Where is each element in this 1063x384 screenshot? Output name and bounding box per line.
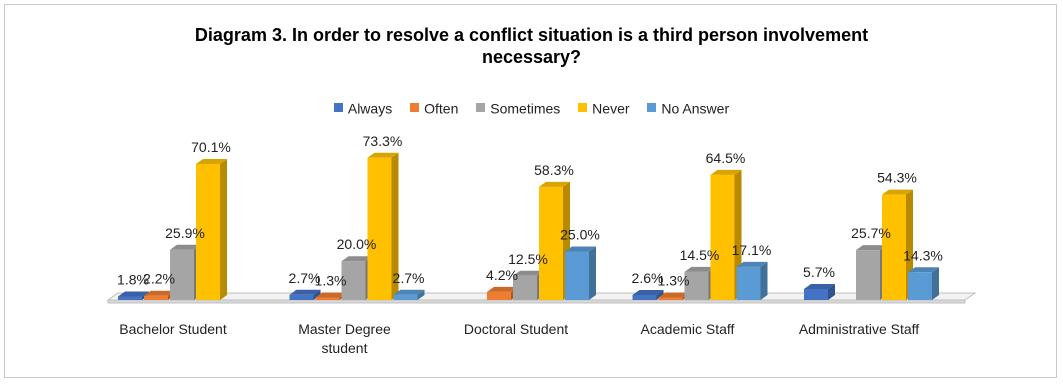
legend-label: Always (347, 99, 393, 116)
data-label: 73.3% (363, 133, 403, 149)
chart-legend: Always Often Sometimes Never No Answer (0, 98, 1063, 116)
bar-always (804, 283, 835, 300)
chart-title-line-1: Diagram 3. In order to resolve a conflic… (194, 25, 869, 45)
bar-no-answer (565, 246, 596, 300)
bar-never (196, 159, 227, 300)
data-label: 25.7% (851, 225, 891, 241)
bar-never (367, 152, 399, 300)
data-label: 1.8% (117, 272, 149, 288)
legend-item-never: Never (578, 99, 630, 116)
legend-swatch (647, 103, 657, 113)
category-label: Administrative Staff (799, 321, 919, 337)
data-label: 70.1% (191, 139, 231, 155)
data-label: 54.3% (877, 170, 917, 186)
bar-always (289, 289, 321, 300)
legend-item-no-answer: No Answer (647, 99, 729, 116)
chart-floor-edge (107, 299, 966, 304)
data-label: 17.1% (732, 242, 772, 258)
bar-no-answer (393, 289, 425, 300)
bar-no-answer (736, 261, 768, 300)
legend-swatch (476, 103, 486, 113)
chart-title-line-2: necessary? (481, 47, 582, 67)
legend-label: Sometimes (490, 99, 561, 116)
data-label: 2.7% (289, 270, 321, 286)
legend-label: Never (592, 99, 630, 116)
data-label: 1.3% (315, 272, 347, 288)
data-label: 14.3% (903, 247, 943, 263)
data-label: 5.7% (803, 264, 835, 280)
data-label: 12.5% (508, 251, 548, 267)
data-label: 2.6% (632, 270, 664, 286)
data-label: 14.5% (680, 247, 720, 263)
bar-no-answer (908, 267, 939, 300)
category-label: Master Degree student (298, 321, 391, 356)
legend-swatch (578, 103, 588, 113)
category-label: Academic Staff (641, 321, 735, 337)
data-label: 58.3% (534, 162, 574, 178)
data-label: 4.2% (486, 267, 518, 283)
legend-item-sometimes: Sometimes (476, 99, 560, 116)
legend-item-always: Always (333, 99, 393, 116)
data-label: 2.2% (143, 271, 175, 287)
legend-label: Often (424, 99, 459, 116)
chart-title: Diagram 3. In order to resolve a conflic… (0, 24, 1063, 68)
legend-item-often: Often (410, 99, 458, 116)
category-label: Bachelor Student (119, 321, 227, 337)
category-label: Doctoral Student (464, 321, 568, 337)
legend-swatch (410, 103, 420, 113)
data-label: 25.9% (165, 225, 205, 241)
chart-frame (4, 4, 1057, 378)
legend-label: No Answer (661, 99, 730, 116)
data-labels: 1.8%2.2%25.9%70.1%2.7%1.3%20.0%73.3%2.7%… (117, 133, 943, 289)
data-label: 25.0% (560, 227, 600, 243)
bar-always (632, 289, 664, 300)
data-label: 64.5% (706, 150, 746, 166)
data-label: 20.0% (337, 236, 377, 252)
data-label: 2.7% (393, 270, 425, 286)
data-label: 1.3% (658, 272, 690, 288)
legend-swatch (333, 103, 343, 113)
